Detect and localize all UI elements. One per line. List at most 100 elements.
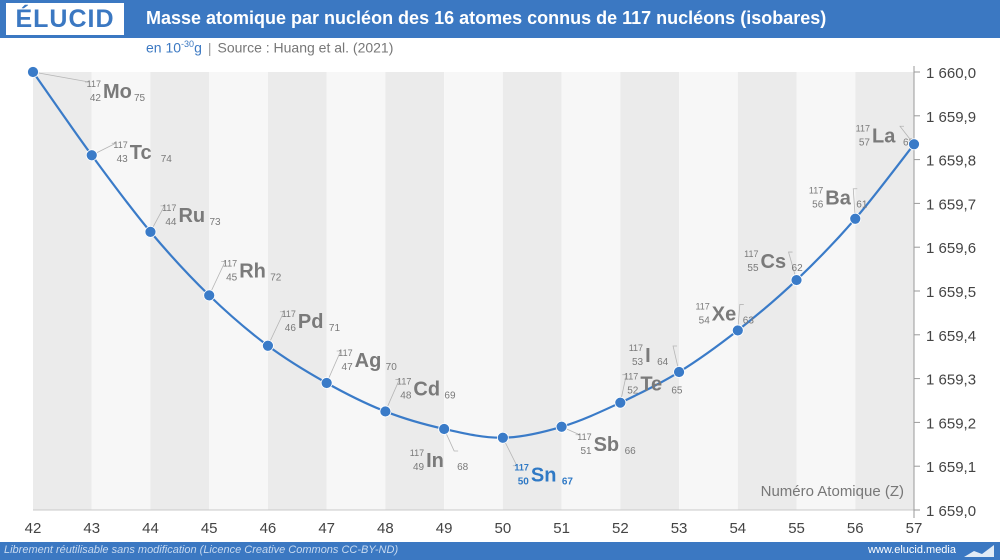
x-tick-label: 57 — [906, 520, 923, 537]
proton-count: 56 — [812, 200, 824, 211]
element-symbol: Mo — [103, 81, 132, 103]
y-tick-label: 1 659,6 — [926, 240, 976, 257]
element-symbol: Rh — [239, 260, 266, 282]
element-symbol: In — [426, 450, 444, 472]
neutron-count: 63 — [743, 315, 755, 326]
site-url: www.elucid.media — [867, 544, 956, 556]
proton-count: 52 — [627, 386, 639, 397]
element-symbol: Pd — [298, 311, 324, 333]
proton-count: 43 — [117, 154, 129, 165]
x-tick-label: 49 — [436, 520, 453, 537]
data-point-sn — [496, 431, 509, 444]
x-tick-label: 48 — [377, 520, 394, 537]
background-band — [91, 72, 151, 510]
x-tick-label: 43 — [83, 520, 100, 537]
y-tick-label: 1 659,9 — [926, 109, 976, 126]
background-band — [326, 72, 386, 510]
leader-line — [385, 379, 401, 412]
data-point-in — [438, 423, 451, 435]
background-band — [150, 72, 210, 510]
data-point-ag — [320, 377, 333, 389]
background-band — [620, 72, 680, 510]
element-symbol: Ba — [825, 188, 851, 210]
leader-line — [788, 251, 797, 281]
data-point-sb — [555, 420, 568, 433]
x-tick-label: 52 — [612, 520, 629, 537]
neutron-count: 68 — [457, 462, 469, 473]
proton-count: 50 — [518, 477, 530, 488]
data-point-i — [673, 366, 685, 378]
data-point-tc — [85, 149, 98, 162]
neutron-count: 66 — [625, 446, 637, 457]
x-tick-label: 42 — [25, 520, 42, 537]
leader-line — [91, 142, 116, 156]
x-tick-label: 53 — [671, 520, 688, 537]
mass-number: 117 — [397, 376, 411, 386]
neutron-count: 74 — [161, 154, 173, 165]
background-band — [855, 72, 914, 510]
proton-count: 57 — [859, 137, 871, 148]
x-tick-label: 51 — [553, 520, 570, 537]
data-point-cd — [379, 405, 392, 418]
x-tick-label: 46 — [260, 520, 277, 537]
y-tick-label: 1 659,1 — [926, 459, 976, 476]
chart-title: Masse atomique par nucléon des 16 atomes… — [146, 8, 827, 28]
mass-number: 117 — [282, 309, 296, 319]
mass-number: 117 — [113, 140, 127, 150]
proton-count: 48 — [400, 390, 412, 401]
mass-number: 117 — [695, 301, 709, 311]
mass-number: 117 — [87, 79, 101, 89]
y-tick-label: 1 659,0 — [926, 503, 976, 520]
source-text: Source : Huang et al. (2021) — [217, 39, 394, 56]
mass-number: 117 — [514, 463, 529, 473]
proton-count: 47 — [342, 362, 354, 373]
mass-number: 117 — [162, 203, 176, 213]
mass-number: 117 — [744, 249, 758, 259]
proton-count: 45 — [226, 272, 238, 283]
proton-count: 49 — [413, 462, 425, 473]
background-band — [679, 72, 738, 510]
background-band — [267, 72, 327, 510]
mass-number: 117 — [809, 186, 823, 196]
proton-count: 54 — [699, 315, 711, 326]
leader-line — [672, 345, 680, 373]
unit-suffix: g — [194, 39, 202, 56]
y-tick-label: 1 659,8 — [926, 153, 976, 170]
neutron-count: 64 — [657, 357, 669, 368]
mass-number: 117 — [338, 348, 352, 358]
proton-count: 44 — [165, 217, 177, 228]
mass-number: 117 — [629, 343, 643, 353]
neutron-count: 72 — [270, 272, 282, 283]
leader-line — [561, 426, 580, 436]
proton-count: 42 — [90, 93, 102, 104]
proton-count: 51 — [580, 446, 592, 457]
data-point-la — [908, 138, 920, 151]
leader-line — [267, 311, 285, 346]
proton-count: 53 — [632, 357, 644, 368]
chart-subtitle: en 10-30g | Source : Huang et al. (2021) — [146, 39, 393, 56]
data-point-te — [614, 396, 627, 409]
neutron-count: 71 — [329, 323, 341, 334]
element-symbol: Sn — [531, 465, 557, 487]
background-band — [561, 72, 621, 510]
leader-line — [326, 350, 342, 384]
y-tick-label: 1 659,5 — [926, 284, 976, 301]
leader-line — [502, 437, 518, 467]
neutron-count: 75 — [134, 93, 146, 104]
element-symbol: Te — [640, 374, 662, 396]
background-band — [502, 72, 562, 510]
x-tick-label: 56 — [847, 520, 864, 537]
leader-line — [619, 374, 627, 403]
mass-number: 117 — [856, 123, 870, 133]
unit-exponent: -30 — [181, 39, 195, 49]
series-line — [32, 71, 915, 439]
x-tick-label: 47 — [318, 520, 335, 537]
